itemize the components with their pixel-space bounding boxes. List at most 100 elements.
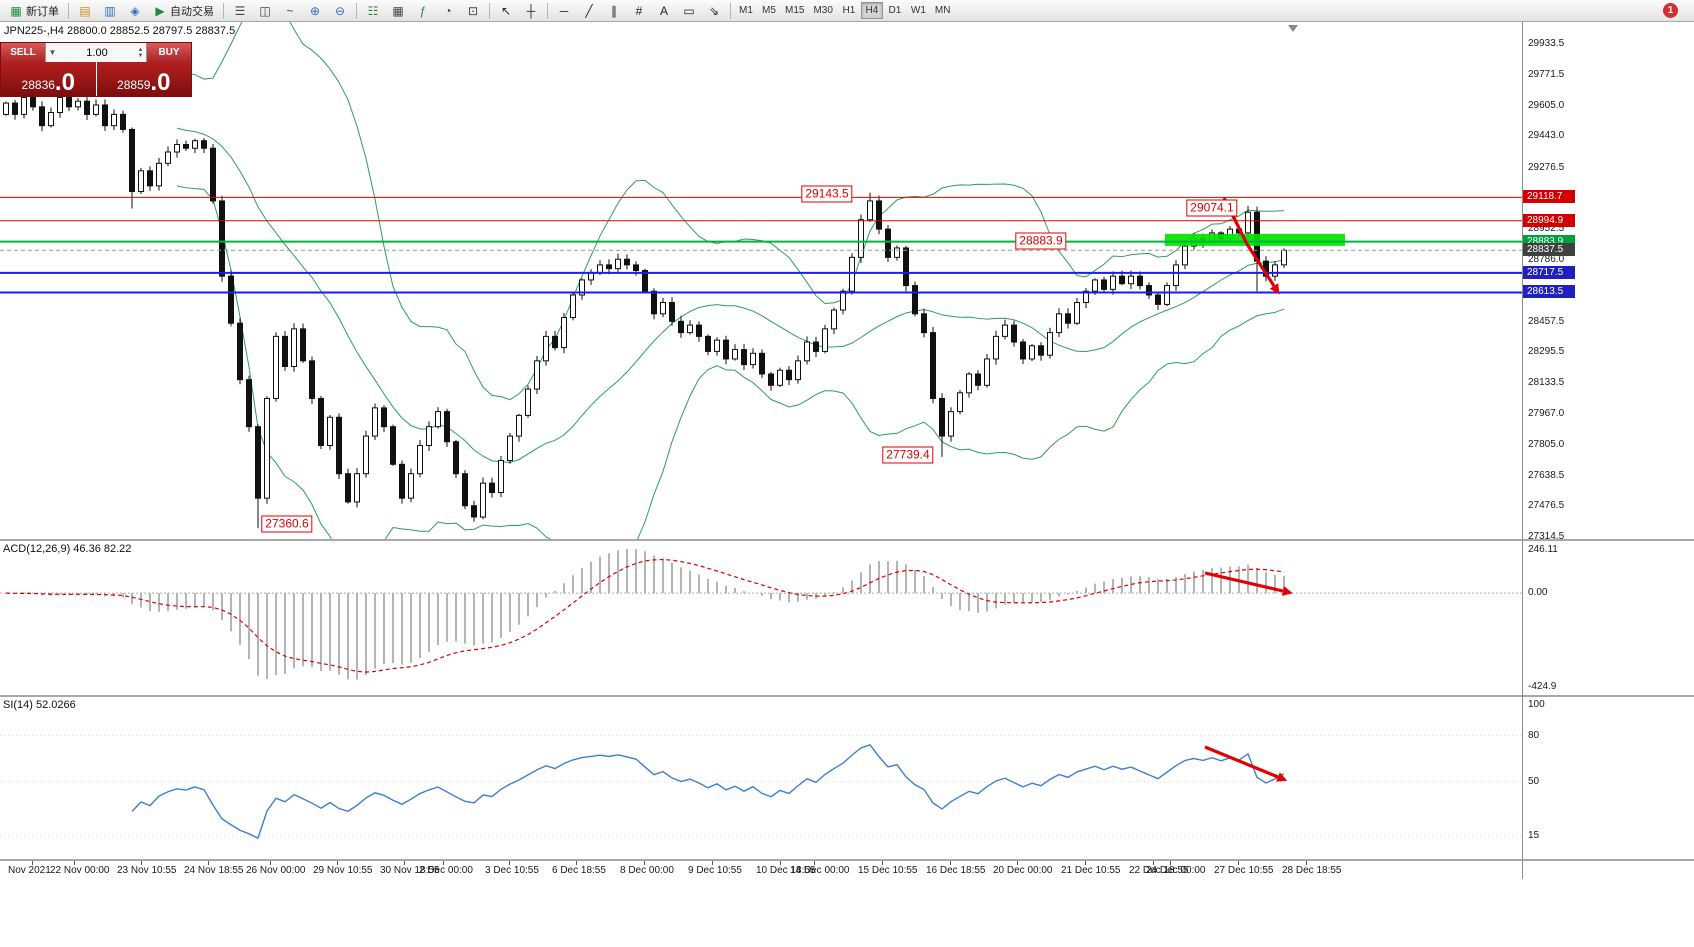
fibonacci-icon: #	[635, 3, 643, 18]
macd-canvas[interactable]	[0, 541, 1522, 695]
navigator-button[interactable]: ◈	[123, 2, 147, 20]
volume-input[interactable]	[59, 46, 135, 59]
time-tick	[1085, 861, 1086, 865]
time-label: 3 Dec 10:55	[485, 865, 539, 876]
timeframe-m30[interactable]: M30	[813, 5, 833, 16]
price-annotation[interactable]: 27739.4	[882, 446, 934, 464]
highlight-zone[interactable]	[1165, 233, 1345, 246]
toolbar-separator	[730, 2, 731, 19]
auto-trading-button-label: 自动交易	[170, 5, 214, 18]
candlestick-chart-icon: ◫	[259, 3, 271, 18]
time-label: 20 Dec 00:00	[993, 865, 1053, 876]
channel-button[interactable]: ∥	[602, 2, 626, 20]
time-tick	[32, 861, 33, 865]
main-chart-canvas[interactable]	[0, 0, 1522, 579]
line-chart-icon: ~	[286, 3, 294, 18]
new-order-button[interactable]: ▦ 新订单	[4, 2, 64, 20]
zoom-out-button[interactable]: ⊖	[328, 2, 352, 20]
price-tick: 27314.5	[1528, 530, 1565, 542]
main-chart-plot[interactable]: 29143.5 29074.1 28883.9 27739.4 27360.6	[0, 0, 1522, 579]
timeframe-h4[interactable]: H4	[860, 2, 883, 19]
crosshair-icon: ┼	[526, 3, 536, 18]
timeframe-m1[interactable]: M1	[739, 5, 753, 16]
tile-windows-icon: ☷	[367, 3, 379, 18]
price-annotation[interactable]: 29074.1	[1186, 199, 1238, 217]
volume-spinner[interactable]: ▲ ▼	[137, 46, 144, 59]
panel-separator[interactable]	[0, 539, 1694, 541]
time-label: 14 Dec 00:00	[790, 865, 850, 876]
zoom-in-button[interactable]: ⊕	[303, 2, 327, 20]
trendline-icon: ╱	[585, 3, 593, 18]
notification-badge[interactable]: 1	[1663, 3, 1678, 18]
sell-price[interactable]: 28836.0	[1, 62, 96, 96]
navigator-icon: ◈	[130, 3, 140, 18]
timeframe-h1[interactable]: H1	[842, 5, 856, 16]
periods-button[interactable]: ◔	[436, 2, 460, 20]
toolbar-separator	[356, 2, 357, 19]
time-label: 29 Nov 10:55	[313, 865, 373, 876]
indicators-button[interactable]: ƒ	[411, 2, 435, 20]
time-tick	[1306, 861, 1307, 865]
text-label-button[interactable]: ▭	[677, 2, 701, 20]
ohlc-info: JPN225-,H4 28800.0 28852.5 28797.5 28837…	[4, 25, 236, 37]
horizontal-line-button[interactable]: ─	[552, 2, 576, 20]
auto-trading-button[interactable]: ▶ 自动交易	[148, 2, 219, 20]
market-watch-button[interactable]: ▤	[73, 2, 97, 20]
data-window-icon: ▥	[104, 3, 116, 18]
red-arrow[interactable]	[1269, 283, 1280, 295]
price-tag: 28994.9	[1523, 213, 1575, 227]
arrows-tool-button[interactable]: ⇘	[702, 2, 726, 20]
text-icon: A	[659, 3, 668, 18]
price-annotation[interactable]: 27360.6	[261, 515, 313, 533]
time-label: 16 Dec 18:55	[926, 865, 986, 876]
time-label: 23 Nov 10:55	[117, 865, 177, 876]
time-label: 21 Dec 10:55	[1061, 865, 1121, 876]
templates-button[interactable]: ⊡	[461, 2, 485, 20]
arrows-tool-icon: ⇘	[708, 3, 720, 18]
timeframe-m15[interactable]: M15	[785, 5, 805, 16]
data-window-button[interactable]: ▥	[98, 2, 122, 20]
candlestick-chart-button[interactable]: ◫	[253, 2, 277, 20]
new-chart-button[interactable]: ▦	[386, 2, 410, 20]
buy-button[interactable]: BUY	[147, 43, 191, 62]
rsi-scale-tick: 80	[1528, 729, 1540, 741]
rsi-canvas[interactable]	[0, 697, 1522, 859]
macd-panel[interactable]	[0, 541, 1522, 695]
timeframe-w1[interactable]: W1	[910, 5, 926, 16]
panel-separator[interactable]	[0, 695, 1694, 697]
rsi-panel[interactable]	[0, 697, 1522, 859]
crosshair-button[interactable]: ┼	[519, 2, 543, 20]
price-axis[interactable]: 29933.5 29771.5 29605.0 29443.0 29276.5 28952…	[1522, 22, 1694, 879]
trendline-button[interactable]: ╱	[577, 2, 601, 20]
timeframe-mn[interactable]: MN	[934, 5, 951, 16]
volume-dropdown-icon[interactable]: ▼	[48, 48, 57, 57]
time-label: 8 Dec 00:00	[620, 865, 674, 876]
time-tick	[404, 861, 405, 865]
chart-shift-marker[interactable]	[1288, 25, 1298, 32]
buy-price[interactable]: 28859.0	[96, 62, 191, 96]
sell-button[interactable]: SELL	[1, 43, 45, 62]
toolbar: ▦ 新订单 ▤ ▥ ◈ ▶ 自动交易 ☰ ◫ ~ ⊕ ⊖ ☷ ▦ ƒ ◔ ⊡ ↖ ┼ ─ ╱ ∥ # A ▭ ⇘ M1 M5 M15 M3…	[0, 0, 1694, 22]
horizontal-line-icon: ─	[559, 3, 569, 18]
red-arrow[interactable]	[1276, 772, 1288, 782]
price-tag: 28613.5	[1523, 285, 1575, 299]
red-arrow[interactable]	[1281, 586, 1293, 596]
line-chart-button[interactable]: ~	[278, 2, 302, 20]
rsi-scale-tick: 50	[1528, 775, 1540, 787]
fibonacci-button[interactable]: #	[627, 2, 651, 20]
buy-price-big: .0	[150, 69, 171, 96]
cursor-button[interactable]: ↖	[494, 2, 518, 20]
price-annotation[interactable]: 28883.9	[1015, 232, 1067, 250]
price-annotation[interactable]: 29143.5	[801, 185, 853, 203]
time-axis[interactable]: Nov 2021 22 Nov 00:00 23 Nov 10:55 24 Nov 1…	[0, 861, 1522, 879]
price-tag: 29118.7	[1523, 190, 1575, 204]
tile-windows-button[interactable]: ☷	[361, 2, 385, 20]
timeframe-m5[interactable]: M5	[762, 5, 776, 16]
timeframe-d1[interactable]: D1	[888, 5, 902, 16]
bar-chart-button[interactable]: ☰	[228, 2, 252, 20]
text-button[interactable]: A	[652, 2, 676, 20]
new-chart-icon: ▦	[392, 3, 404, 18]
time-tick	[208, 861, 209, 865]
